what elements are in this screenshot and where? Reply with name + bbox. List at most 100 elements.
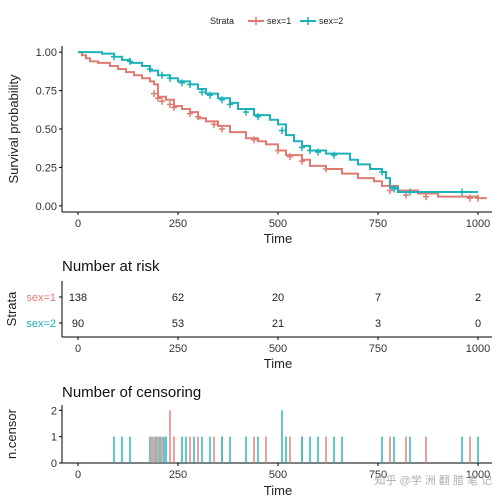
- censor-mark: [299, 143, 305, 151]
- censor-mark: [307, 147, 313, 155]
- km-y-tick-label: 1.00: [36, 47, 57, 59]
- censor-y-tick-label: 0: [51, 458, 57, 470]
- censor-mark: [155, 94, 161, 102]
- risk-cell: 62: [172, 292, 184, 304]
- risk-x-ticks: 0 250 500 750 1000: [75, 337, 490, 355]
- risk-x-tick-label: 1000: [466, 343, 490, 355]
- censor-mark: [423, 193, 429, 201]
- km-y-tick-label: 0.00: [36, 201, 57, 213]
- watermark: 知乎 @学 洲 翻 腊 笔 记: [374, 473, 492, 487]
- km-y-tick-label: 0.50: [36, 124, 57, 136]
- km-x-tick-label: 0: [75, 218, 81, 230]
- km-y-axis-title: Survival probability: [6, 74, 21, 184]
- censor-mark: [279, 127, 285, 135]
- censor-mark: [111, 53, 117, 61]
- censor-mark: [251, 136, 257, 144]
- censor-mark: [475, 194, 481, 202]
- censor-mark: [255, 113, 261, 121]
- censor-mark: [187, 110, 193, 118]
- censor-mark: [187, 80, 193, 88]
- legend-key-sex1: [248, 17, 264, 25]
- risk-row-label: sex=2: [26, 318, 56, 330]
- censor-mark: [275, 147, 281, 155]
- risk-cell: 2: [475, 292, 481, 304]
- censor-y-ticks: 0 1 2: [51, 405, 62, 470]
- censor-y-tick-label: 1: [51, 432, 57, 444]
- legend-title: Strata: [210, 16, 234, 26]
- legend-key-sex2: [300, 17, 316, 25]
- risk-x-tick-label: 750: [369, 343, 387, 355]
- km-x-tick-label: 1000: [466, 218, 490, 230]
- km-y-tick-label: 0.75: [36, 86, 57, 98]
- km-curves: [78, 51, 487, 202]
- censor-mark: [147, 65, 153, 73]
- risk-cell: 138: [69, 292, 87, 304]
- km-y-tick-label: 0.25: [36, 162, 57, 174]
- censor-x-axis-title: Time: [264, 483, 292, 498]
- risk-x-tick-label: 500: [269, 343, 287, 355]
- censor-x-tick-label: 1000: [466, 469, 490, 481]
- censor-x-tick-label: 500: [269, 469, 287, 481]
- censor-plot-title: Number of censoring: [62, 384, 201, 401]
- risk-cell: 90: [72, 318, 84, 330]
- censor-mark: [195, 113, 201, 121]
- censor-mark: [323, 165, 329, 173]
- risk-row-label: sex=1: [26, 292, 56, 304]
- censor-mark: [127, 57, 133, 65]
- censor-x-tick-label: 0: [75, 469, 81, 481]
- censor-x-ticks: 0 250 500 750 1000: [75, 463, 490, 481]
- km-x-tick-label: 250: [169, 218, 187, 230]
- risk-y-axis-title: Strata: [4, 291, 19, 326]
- censor-y-tick-label: 2: [51, 405, 57, 417]
- risk-cell: 3: [375, 318, 381, 330]
- risk-cell: 21: [272, 318, 284, 330]
- risk-cell: 7: [375, 292, 381, 304]
- censor-mark: [211, 120, 217, 128]
- risk-x-axis-title: Time: [264, 356, 292, 371]
- risk-table-title: Number at risk: [62, 258, 160, 275]
- censor-y-axis-title: n.censor: [4, 408, 19, 459]
- censor-mark: [379, 168, 385, 176]
- risk-cell: 0: [475, 318, 481, 330]
- censor-mark: [243, 108, 249, 116]
- km-x-tick-label: 750: [369, 218, 387, 230]
- censor-mark: [299, 157, 305, 165]
- risk-panel: Number at risk sex=1 138 62 20 7 2 sex=2 90 53 21…: [4, 258, 492, 371]
- censor-mark: [199, 88, 205, 96]
- censor-mark: [219, 96, 225, 104]
- risk-x-tick-label: 0: [75, 343, 81, 355]
- legend-label-sex1: sex=1: [267, 16, 291, 26]
- censor-mark: [227, 100, 233, 108]
- risk-cell: 53: [172, 318, 184, 330]
- censor-bars: [113, 410, 479, 463]
- km-x-axis-title: Time: [264, 231, 292, 246]
- censor-x-tick-label: 750: [369, 469, 387, 481]
- censor-mark: [167, 100, 173, 108]
- risk-rows: sex=1 138 62 20 7 2 sex=2 90 53 21 3 0: [26, 292, 481, 330]
- censor-mark: [315, 148, 321, 156]
- legend-label-sex2: sex=2: [319, 16, 343, 26]
- km-x-ticks: 0 250 500 750 1000: [75, 212, 490, 230]
- censor-mark: [171, 103, 177, 111]
- censor-panel: Number of censoring 0 1 2 0 250 500 750 1000 T…: [4, 384, 492, 498]
- legend: Strata sex=1 sex=2: [210, 16, 343, 26]
- km-curve-sex2: [78, 51, 478, 194]
- censor-mark: [219, 125, 225, 133]
- censor-mark: [391, 185, 397, 193]
- risk-cell: 20: [272, 292, 284, 304]
- km-y-ticks: 0.00 0.25 0.50 0.75 1.00: [36, 47, 62, 213]
- censor-x-tick-label: 250: [169, 469, 187, 481]
- censor-mark: [459, 188, 465, 196]
- censor-mark: [407, 188, 413, 196]
- km-curve-sex1: [78, 51, 487, 200]
- risk-x-tick-label: 250: [169, 343, 187, 355]
- km-panel: 0.00 0.25 0.50 0.75 1.00 0 250 500 750 1000 Time…: [6, 46, 492, 246]
- censor-mark: [207, 91, 213, 99]
- censor-mark: [467, 194, 473, 202]
- censor-mark: [179, 79, 185, 87]
- km-x-tick-label: 500: [269, 218, 287, 230]
- censor-mark: [159, 97, 165, 105]
- censor-mark: [287, 153, 293, 161]
- censor-mark: [159, 71, 165, 79]
